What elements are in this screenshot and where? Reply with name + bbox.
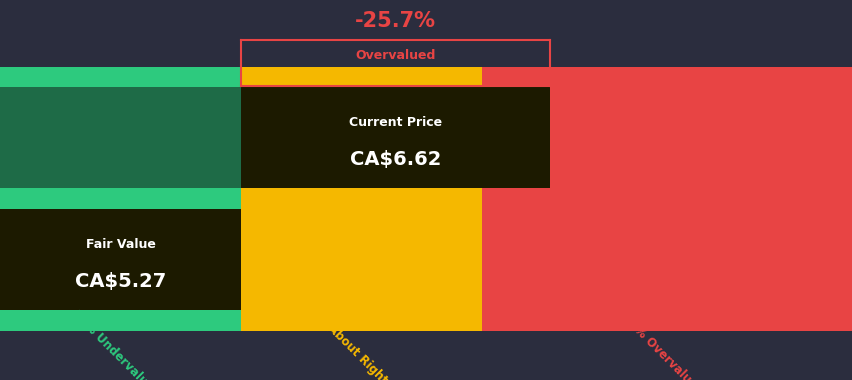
FancyBboxPatch shape — [241, 66, 481, 87]
Text: CA$6.62: CA$6.62 — [349, 150, 440, 169]
FancyBboxPatch shape — [481, 209, 852, 310]
FancyBboxPatch shape — [0, 87, 241, 188]
FancyBboxPatch shape — [481, 188, 852, 209]
FancyBboxPatch shape — [241, 310, 481, 331]
FancyBboxPatch shape — [241, 209, 481, 310]
Text: -25.7%: -25.7% — [354, 11, 435, 32]
Text: Current Price: Current Price — [348, 116, 441, 129]
FancyBboxPatch shape — [0, 66, 241, 87]
FancyBboxPatch shape — [241, 188, 481, 209]
FancyBboxPatch shape — [481, 87, 852, 188]
Text: Overvalued: Overvalued — [355, 49, 435, 62]
Text: 20% Undervalued: 20% Undervalued — [70, 308, 162, 380]
Text: 20% Overvalued: 20% Overvalued — [619, 312, 705, 380]
FancyBboxPatch shape — [481, 310, 852, 331]
Bar — [241, 87, 550, 188]
Text: Fair Value: Fair Value — [85, 238, 155, 251]
FancyBboxPatch shape — [481, 66, 852, 87]
FancyBboxPatch shape — [0, 209, 241, 310]
FancyBboxPatch shape — [0, 188, 241, 209]
FancyBboxPatch shape — [241, 87, 481, 188]
Text: About Right: About Right — [325, 321, 389, 380]
Bar — [0, 209, 241, 310]
Text: CA$5.27: CA$5.27 — [75, 272, 166, 291]
FancyBboxPatch shape — [0, 310, 241, 331]
